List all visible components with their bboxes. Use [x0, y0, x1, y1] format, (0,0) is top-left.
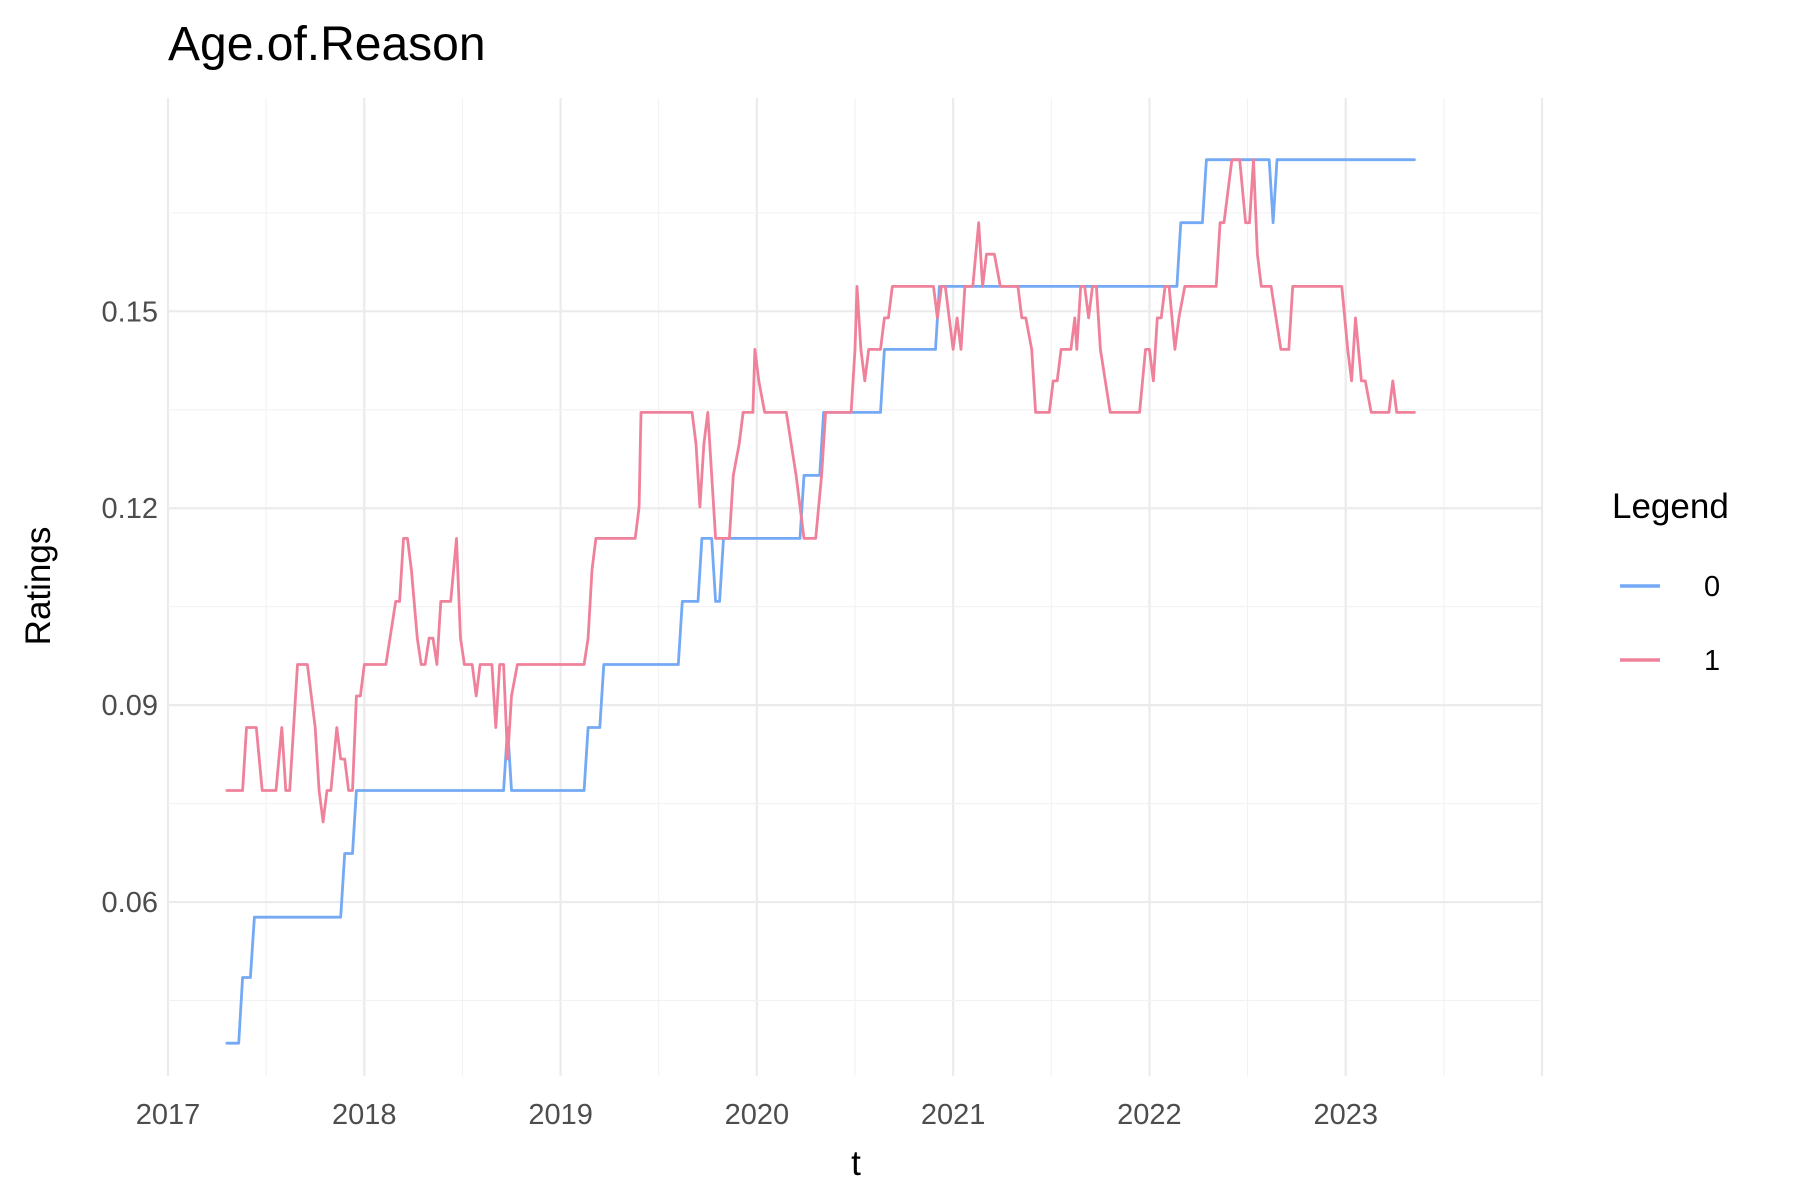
x-axis-title: t	[851, 1144, 861, 1183]
y-axis-ticks: 0.06 0.09 0.12 0.15	[102, 296, 158, 919]
legend-label: 1	[1704, 645, 1720, 677]
x-axis-ticks: 2017 2018 2019 2020 2021 2022 2023	[136, 1099, 1378, 1131]
y-tick-label: 0.06	[102, 887, 158, 919]
legend-item-1: 1	[1620, 645, 1720, 677]
x-tick-label: 2018	[332, 1099, 397, 1131]
series-layer	[225, 158, 1416, 1045]
x-tick-label: 2021	[921, 1099, 986, 1131]
chart-title: Age.of.Reason	[168, 18, 486, 71]
legend-label: 0	[1704, 571, 1720, 603]
x-tick-label: 2017	[136, 1099, 201, 1131]
legend-items: 01	[1620, 571, 1720, 677]
legend: Legend 01	[1612, 487, 1729, 677]
series-line-0	[225, 158, 1416, 1045]
x-tick-label: 2022	[1117, 1099, 1182, 1131]
x-tick-label: 2019	[528, 1099, 593, 1131]
x-tick-label: 2020	[725, 1099, 790, 1131]
legend-item-0: 0	[1620, 571, 1720, 603]
y-axis-title: Ratings	[19, 527, 58, 646]
legend-title: Legend	[1612, 487, 1729, 526]
y-tick-label: 0.15	[102, 296, 158, 328]
x-tick-label: 2023	[1313, 1099, 1378, 1131]
series-line-1	[225, 158, 1416, 824]
y-tick-label: 0.09	[102, 690, 158, 722]
y-tick-label: 0.12	[102, 493, 158, 525]
plot-grid	[166, 98, 1544, 1076]
